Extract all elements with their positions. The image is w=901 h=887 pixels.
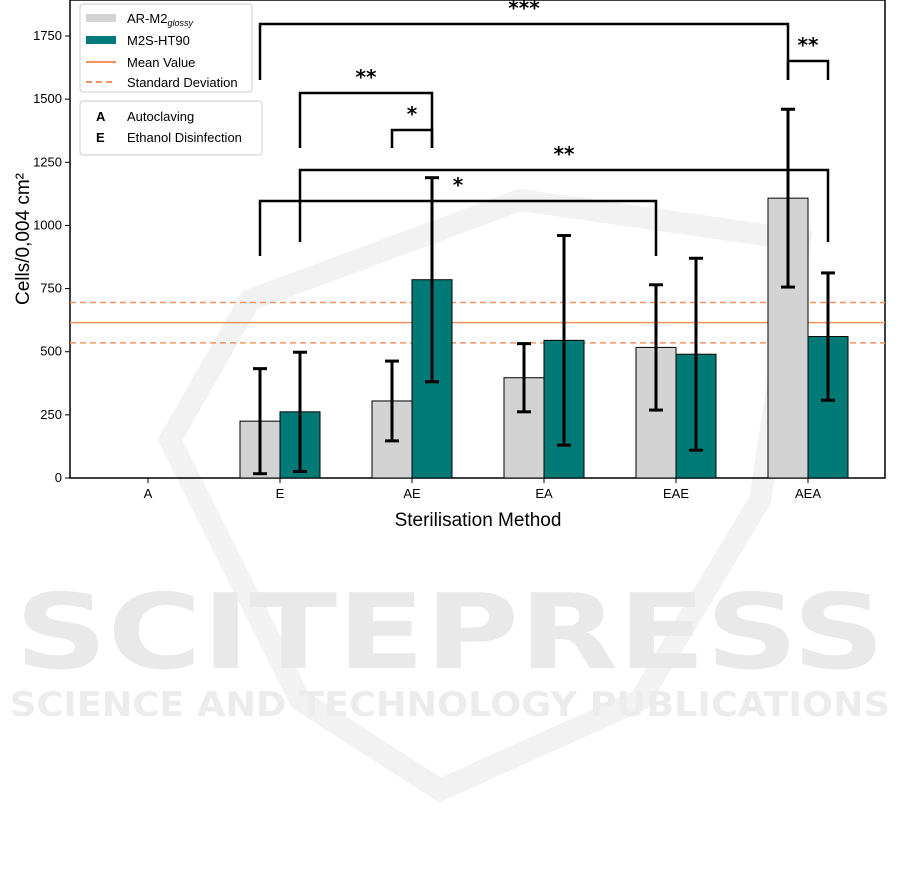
series-legend: AR-M2glossy M2S-HT90 Mean Value Standard… [79, 3, 253, 93]
error-bars-layer [253, 107, 835, 476]
y-tick-label: 750 [40, 281, 62, 296]
significance-label: ** [356, 65, 377, 89]
legend-label-mean-value: Mean Value [127, 55, 195, 70]
legend-swatch-ar-m2 [86, 14, 116, 22]
significance-label: * [453, 173, 464, 197]
abbreviation-label-autoclaving: Autoclaving [127, 109, 194, 124]
legend-swatch-m2s-ht90 [86, 36, 116, 44]
y-tick-label: 1750 [33, 28, 62, 43]
plot-frame [69, 0, 886, 479]
y-tick-label: 0 [55, 470, 62, 485]
legend-label-ar-m2: AR-M2glossy [127, 11, 193, 28]
significance-label: ** [798, 33, 819, 57]
x-tick-label: E [276, 486, 285, 501]
x-tick-label: A [144, 486, 153, 501]
legend-label-m2s-ht90: M2S-HT90 [127, 33, 190, 48]
reference-lines [70, 301, 885, 344]
abbreviation-key-a: A [96, 109, 106, 124]
x-tick-label: EAE [663, 486, 689, 501]
bars-layer [239, 197, 849, 479]
abbreviation-legend: A Autoclaving E Ethanol Disinfection [79, 100, 263, 156]
significance-bracket [258, 22, 790, 80]
significance-brackets: *********** [258, 0, 830, 256]
y-axis: 0 250 500 750 1000 1250 1500 1750 [33, 28, 70, 485]
x-axis: A E AE EA EAE AEA [144, 478, 821, 501]
significance-bracket [258, 199, 658, 256]
abbreviation-legend-frame [79, 100, 263, 156]
legend-frame [79, 3, 253, 93]
significance-bracket [298, 168, 830, 242]
x-axis-title: Sterilisation Method [395, 510, 562, 531]
watermark-outline-shape [157, 188, 813, 803]
x-tick-label: EA [535, 486, 553, 501]
x-tick-label: AEA [795, 486, 821, 501]
abbreviation-key-e: E [96, 130, 105, 145]
legend-label-standard-deviation: Standard Deviation [127, 75, 238, 90]
watermark-subtitle: SCIENCE AND TECHNOLOGY PUBLICATIONS [10, 685, 890, 725]
significance-bracket [390, 128, 434, 148]
significance-bracket [786, 59, 830, 80]
x-tick-label: AE [403, 486, 421, 501]
y-tick-label: 1000 [33, 217, 62, 232]
y-axis-title: Cells/0,004 cm² [13, 173, 34, 305]
significance-label: * [407, 102, 418, 126]
y-tick-label: 250 [40, 407, 62, 422]
y-tick-label: 500 [40, 344, 62, 359]
significance-label: *** [508, 0, 540, 20]
significance-label: ** [554, 142, 575, 166]
significance-bracket [298, 91, 434, 148]
y-tick-label: 1500 [33, 91, 62, 106]
y-tick-label: 1250 [33, 154, 62, 169]
watermark-title: SCITEPRESS [15, 571, 885, 693]
abbreviation-label-ethanol: Ethanol Disinfection [127, 130, 242, 145]
